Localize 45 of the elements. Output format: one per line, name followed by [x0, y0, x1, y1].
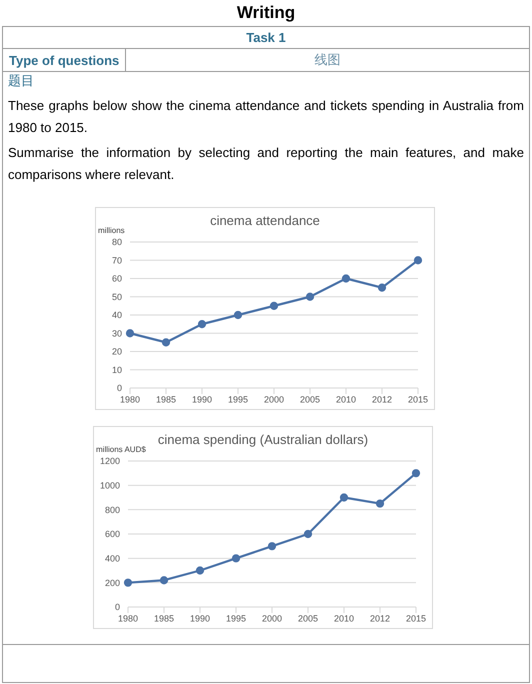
y-tick-label: 80 [112, 237, 122, 248]
y-tick-label: 800 [104, 504, 120, 515]
x-tick-label: 2005 [298, 613, 318, 624]
x-tick-label: 1995 [228, 394, 248, 404]
y-tick-label: 20 [112, 346, 122, 357]
chart-title: cinema attendance [210, 213, 320, 228]
y-axis-title: millions [98, 226, 125, 235]
x-tick-label: 1980 [120, 394, 140, 404]
x-tick-label: 2010 [336, 394, 356, 404]
y-tick-label: 0 [114, 602, 120, 612]
x-tick-label: 2000 [262, 613, 282, 624]
chart-title: cinema spending (Australian dollars) [158, 432, 368, 447]
text: Summarise the information by selecting and reporting the main features, and make comparisons where relevant. [8, 144, 524, 184]
y-tick-label: 60 [112, 274, 122, 284]
x-tick-label: 1985 [154, 613, 174, 624]
x-tick-label: 1980 [118, 613, 138, 624]
text: Task 1 [2, 26, 530, 48]
text: These graphs below show the cinema attendance and tickets spending in Australia from 1980 to 2015. [8, 97, 524, 137]
x-tick-label: 1990 [192, 394, 212, 404]
y-tick-label: 30 [112, 328, 122, 338]
y-tick-label: 70 [112, 255, 122, 266]
y-tick-label: 1200 [100, 456, 120, 466]
x-tick-label: 2015 [408, 394, 428, 404]
y-tick-label: 10 [112, 364, 122, 375]
x-tick-label: 2012 [372, 394, 392, 404]
text: Type of questions [2, 48, 126, 72]
x-tick-label: 2000 [264, 394, 284, 404]
y-tick-label: 1000 [100, 480, 120, 491]
text: 题目 [8, 72, 34, 90]
y-tick-label: 200 [104, 578, 120, 588]
y-tick-label: 50 [112, 292, 122, 302]
x-tick-label: 1990 [190, 613, 210, 624]
y-axis-title: millions AUD$ [96, 445, 146, 454]
text: Writing [236, 2, 296, 24]
y-tick-label: 40 [112, 310, 122, 320]
y-tick-label: 0 [116, 383, 122, 394]
text: 线图 [126, 48, 530, 72]
x-tick-label: 1985 [156, 394, 176, 404]
x-tick-label: 2010 [334, 613, 354, 624]
x-tick-label: 2005 [300, 394, 320, 404]
y-tick-label: 400 [104, 554, 120, 564]
y-tick-label: 600 [104, 529, 120, 540]
x-tick-label: 2012 [370, 613, 390, 624]
x-tick-label: 2015 [406, 613, 426, 624]
x-tick-label: 1995 [226, 613, 246, 624]
